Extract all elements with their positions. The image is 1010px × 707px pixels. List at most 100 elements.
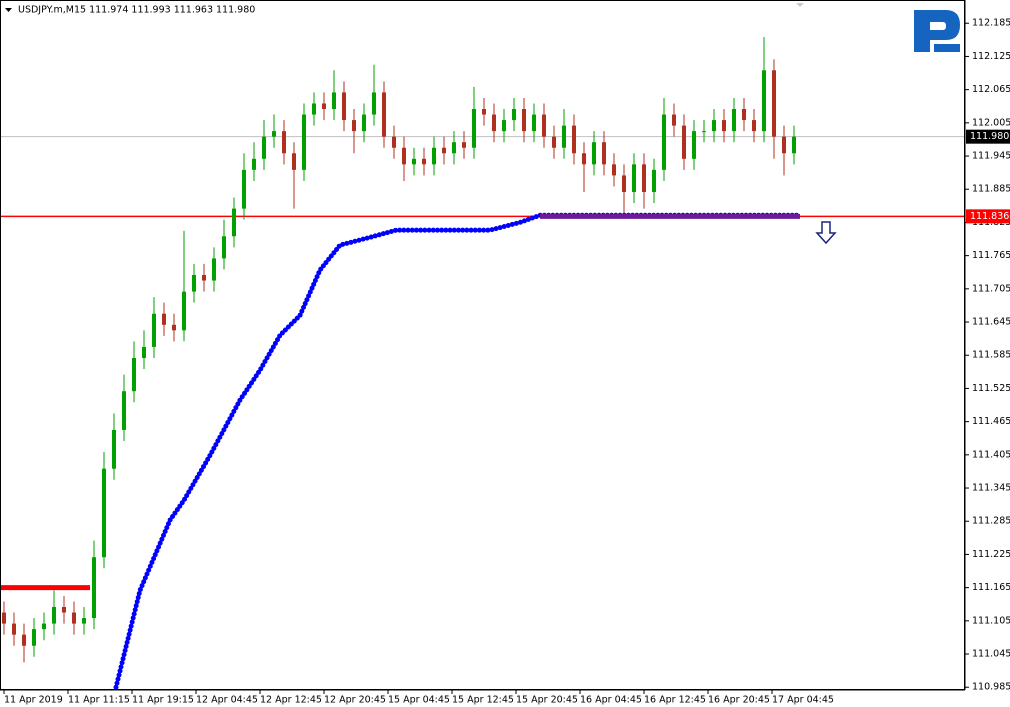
- candle-body: [792, 136, 796, 154]
- y-tick-label: 111.645: [972, 317, 1010, 328]
- x-tick-label: 11 Apr 19:15: [132, 695, 194, 706]
- candle-body: [2, 612, 6, 624]
- candle-body: [362, 114, 366, 132]
- x-tick-label: 15 Apr 04:45: [388, 695, 450, 706]
- candle-body: [112, 429, 116, 469]
- y-tick-label: 111.285: [972, 516, 1010, 527]
- x-tick-label: 12 Apr 04:45: [196, 695, 258, 706]
- y-tick-label: 111.945: [972, 151, 1010, 162]
- candle-body: [782, 136, 786, 154]
- candle-body: [322, 103, 326, 110]
- logo: [914, 10, 960, 52]
- y-tick-label: 111.225: [972, 549, 1010, 560]
- x-tick-label: 16 Apr 20:45: [708, 695, 770, 706]
- x-tick-label: 17 Apr 04:45: [772, 695, 834, 706]
- candle-body: [162, 313, 166, 325]
- candle-body: [292, 153, 296, 170]
- candle-body: [772, 70, 776, 137]
- candle-body: [72, 612, 76, 624]
- candle-body: [432, 147, 436, 165]
- candle-body: [22, 634, 26, 646]
- x-tick-label: 15 Apr 12:45: [452, 695, 514, 706]
- candle-body: [282, 131, 286, 154]
- candle-body: [532, 114, 536, 132]
- candle-body: [12, 623, 16, 635]
- y-tick-label: 111.465: [972, 416, 1010, 427]
- candle-body: [752, 120, 756, 132]
- x-tick-label: 12 Apr 20:45: [324, 695, 386, 706]
- plot-area: [0, 37, 965, 690]
- y-tick-label: 111.165: [972, 582, 1010, 593]
- shift-marker: [796, 3, 804, 7]
- candle-body: [352, 120, 356, 132]
- candle-body: [212, 258, 216, 281]
- candle-body: [172, 324, 176, 331]
- candle-body: [502, 120, 506, 132]
- y-tick-label: 111.345: [972, 483, 1010, 494]
- y-tick-label: 111.405: [972, 449, 1010, 460]
- candle-body: [372, 92, 376, 115]
- candle-body: [452, 142, 456, 154]
- candle-body: [652, 169, 656, 193]
- candle-body: [602, 142, 606, 165]
- candle-body: [552, 136, 556, 148]
- candle-body: [612, 164, 616, 176]
- logo-bar: [934, 44, 960, 52]
- candle-body: [102, 468, 106, 558]
- candle-body: [522, 109, 526, 132]
- candle-body: [542, 114, 546, 137]
- candle-body: [442, 147, 446, 154]
- y-tick-label: 111.765: [972, 250, 1010, 261]
- y-tick-label: 111.885: [972, 184, 1010, 195]
- candle-body: [242, 169, 246, 209]
- candle-body: [742, 109, 746, 121]
- plot-border: [0, 0, 965, 690]
- candle-body: [682, 125, 686, 159]
- y-tick-label: 111.585: [972, 350, 1010, 361]
- candle-body: [82, 618, 86, 624]
- bid-label-box: [966, 129, 1010, 144]
- candle-body: [762, 70, 766, 132]
- candle-body: [222, 236, 226, 259]
- candle-body: [642, 164, 646, 193]
- candle-body: [732, 109, 736, 132]
- candle-body: [492, 114, 496, 132]
- y-tick-label: 112.065: [972, 84, 1010, 95]
- logo-mark: [914, 10, 960, 52]
- candle-body: [482, 109, 486, 115]
- candle-body: [52, 607, 56, 624]
- candle-body: [462, 142, 466, 148]
- candle-body: [262, 136, 266, 159]
- y-tick-label: 111.705: [972, 283, 1010, 294]
- x-tick-label: 16 Apr 04:45: [580, 695, 642, 706]
- x-tick-label: 15 Apr 20:45: [516, 695, 578, 706]
- candle-body: [252, 158, 256, 170]
- candle-body: [592, 142, 596, 165]
- candle-body: [202, 275, 206, 281]
- y-tick-label: 111.525: [972, 383, 1010, 394]
- y-tick-label: 112.125: [972, 51, 1010, 62]
- candle-body: [342, 92, 346, 121]
- series-line: [113, 212, 803, 690]
- x-tick-label: 16 Apr 12:45: [644, 695, 706, 706]
- candle-body: [32, 629, 36, 646]
- candle-body: [412, 158, 416, 165]
- x-tick-label: 11 Apr 11:15: [68, 695, 130, 706]
- y-tick-label: 110.985: [972, 682, 1010, 693]
- candle-body: [632, 164, 636, 193]
- candle-body: [122, 391, 126, 430]
- candle-body: [722, 120, 726, 132]
- candle-body: [182, 291, 186, 331]
- candle-body: [382, 92, 386, 137]
- candle-body: [152, 313, 156, 347]
- candle-body: [142, 346, 146, 359]
- candle-body: [92, 557, 96, 619]
- candle-body: [422, 158, 426, 165]
- candle-body: [712, 120, 716, 132]
- chart-title: USDJPY.m,M15 111.974 111.993 111.963 111…: [18, 5, 255, 16]
- y-tick-label: 112.005: [972, 117, 1010, 128]
- candle-body: [562, 125, 566, 148]
- y-tick-label: 112.185: [972, 18, 1010, 29]
- x-tick-label: 11 Apr 2019: [4, 695, 63, 706]
